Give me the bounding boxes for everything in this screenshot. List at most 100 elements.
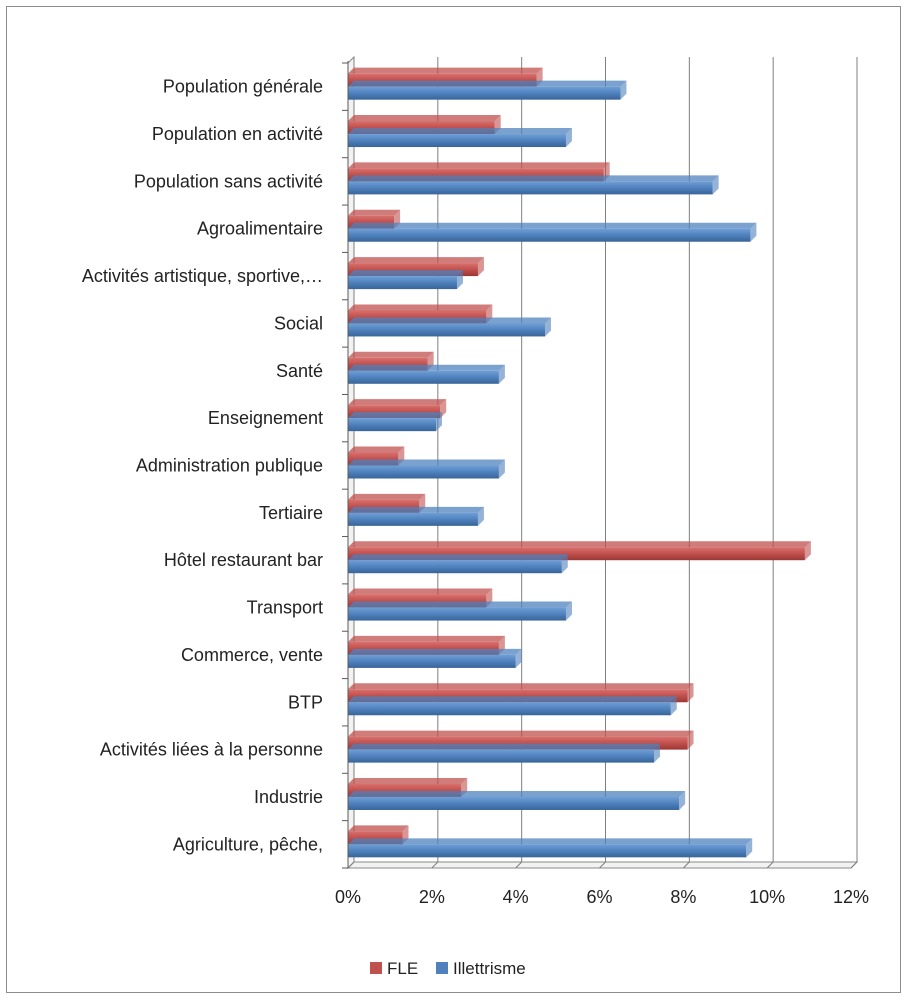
- bar-top-face: [348, 399, 447, 406]
- bar-top-face: [348, 493, 426, 500]
- category-label: Population en activité: [152, 124, 323, 144]
- bar-end-face: [746, 838, 753, 858]
- bar-top-face: [348, 317, 552, 324]
- bar-end-face: [561, 554, 568, 574]
- category-label: Tertiaire: [259, 503, 323, 523]
- x-tick-label: 0%: [335, 887, 361, 907]
- legend-label-fle: FLE: [387, 959, 418, 978]
- bar-illettrisme-tertiaire: [348, 506, 484, 526]
- floor-gridline: [766, 861, 774, 869]
- category-label: Population sans activité: [134, 171, 323, 191]
- bar-top-face: [348, 364, 505, 371]
- x-tick-label: 2%: [419, 887, 445, 907]
- bar-top-face: [348, 304, 493, 311]
- bar-top-face: [348, 743, 660, 750]
- bar-top-face: [348, 446, 405, 453]
- bar-top-face: [348, 683, 694, 690]
- bar-front-face: [348, 654, 516, 668]
- bar-end-face: [620, 80, 627, 100]
- bar-top-face: [348, 696, 677, 703]
- bar-illettrisme-activites-artistique-sportive: [348, 270, 463, 290]
- bar-front-face: [348, 465, 499, 479]
- category-labels: Population générale Population en activit…: [82, 77, 323, 855]
- bar-front-face: [348, 181, 713, 195]
- category-label: Administration publique: [136, 456, 323, 476]
- bar-illettrisme-enseignement: [348, 412, 443, 432]
- bar-end-face: [436, 412, 443, 432]
- bar-top-face: [348, 351, 434, 358]
- bar-illettrisme-population-generale: [348, 80, 627, 100]
- bar-front-face: [348, 418, 437, 432]
- bar-top-face: [348, 506, 484, 513]
- floor-gridline: [599, 861, 606, 869]
- bar-top-face: [348, 67, 543, 74]
- bar-top-face: [348, 209, 401, 216]
- bar-end-face: [515, 648, 522, 668]
- bar-illettrisme-administration-publique: [348, 459, 505, 479]
- bar-illettrisme-population-en-activite: [348, 128, 572, 148]
- bar-top-face: [348, 648, 522, 655]
- floor-gridline: [515, 861, 523, 869]
- bar-end-face: [498, 459, 505, 479]
- floor-gridline: [682, 861, 690, 869]
- category-label: Population générale: [163, 77, 323, 97]
- bar-end-face: [804, 541, 811, 561]
- bar-illettrisme-transport: [348, 601, 572, 621]
- bar-top-face: [348, 162, 610, 169]
- bar-illettrisme-agriculture-peche: [348, 838, 753, 858]
- x-tick-label: 12%: [833, 887, 869, 907]
- category-label: Agroalimentaire: [197, 219, 323, 239]
- bar-illettrisme-commerce-vente: [348, 648, 522, 668]
- bar-top-face: [348, 175, 719, 182]
- floor-gridline: [347, 861, 355, 869]
- bar-illettrisme-hotel-restaurant-bar: [348, 554, 568, 574]
- bar-end-face: [456, 270, 463, 290]
- x-tick-label: 4%: [503, 887, 529, 907]
- bar-top-face: [348, 588, 493, 595]
- bar-end-face: [712, 175, 719, 195]
- bar-front-face: [348, 228, 751, 242]
- bar-front-face: [348, 276, 457, 290]
- bar-end-face: [477, 506, 484, 526]
- bar-illettrisme-social: [348, 317, 552, 337]
- category-label: Santé: [276, 361, 323, 381]
- bar-front-face: [348, 607, 566, 621]
- bar-top-face: [348, 270, 463, 277]
- category-label: Hôtel restaurant bar: [164, 550, 323, 570]
- x-tick-label: 8%: [670, 887, 696, 907]
- bar-illettrisme-sante: [348, 364, 505, 384]
- bar-end-face: [653, 743, 660, 763]
- bar-top-face: [348, 790, 686, 797]
- bar-front-face: [348, 86, 621, 100]
- legend-swatch-fle: [370, 962, 382, 974]
- bar-end-face: [498, 364, 505, 384]
- bar-top-face: [348, 601, 572, 608]
- bar-end-face: [687, 683, 694, 703]
- bar-front-face: [348, 323, 546, 337]
- bar-end-face: [477, 257, 484, 277]
- x-tick-label: 6%: [586, 887, 612, 907]
- bar-top-face: [348, 838, 753, 845]
- bar-top-face: [348, 128, 572, 135]
- bar-end-face: [545, 317, 552, 337]
- bar-end-face: [679, 790, 686, 810]
- bar-illettrisme-industrie: [348, 790, 686, 810]
- bar-front-face: [348, 844, 747, 858]
- category-label: Activités liées à la personne: [100, 740, 323, 760]
- category-label: Enseignement: [208, 408, 323, 428]
- bar-top-face: [348, 777, 468, 784]
- category-label: Social: [274, 313, 323, 333]
- bar-top-face: [348, 541, 811, 548]
- bar-front-face: [348, 796, 680, 810]
- bar-illettrisme-btp: [348, 696, 677, 716]
- legend: FLE Illettrisme: [370, 959, 526, 978]
- bars: [348, 67, 811, 858]
- legend-label-illettrisme: Illettrisme: [453, 959, 526, 978]
- legend-swatch-illettrisme: [436, 962, 448, 974]
- bar-top-face: [348, 222, 757, 229]
- bar-top-face: [348, 257, 484, 264]
- x-tick-labels: 0% 2% 4% 6% 8% 10% 12%: [335, 887, 869, 907]
- category-label: Industrie: [254, 787, 323, 807]
- category-label: Activités artistique, sportive,…: [82, 266, 323, 286]
